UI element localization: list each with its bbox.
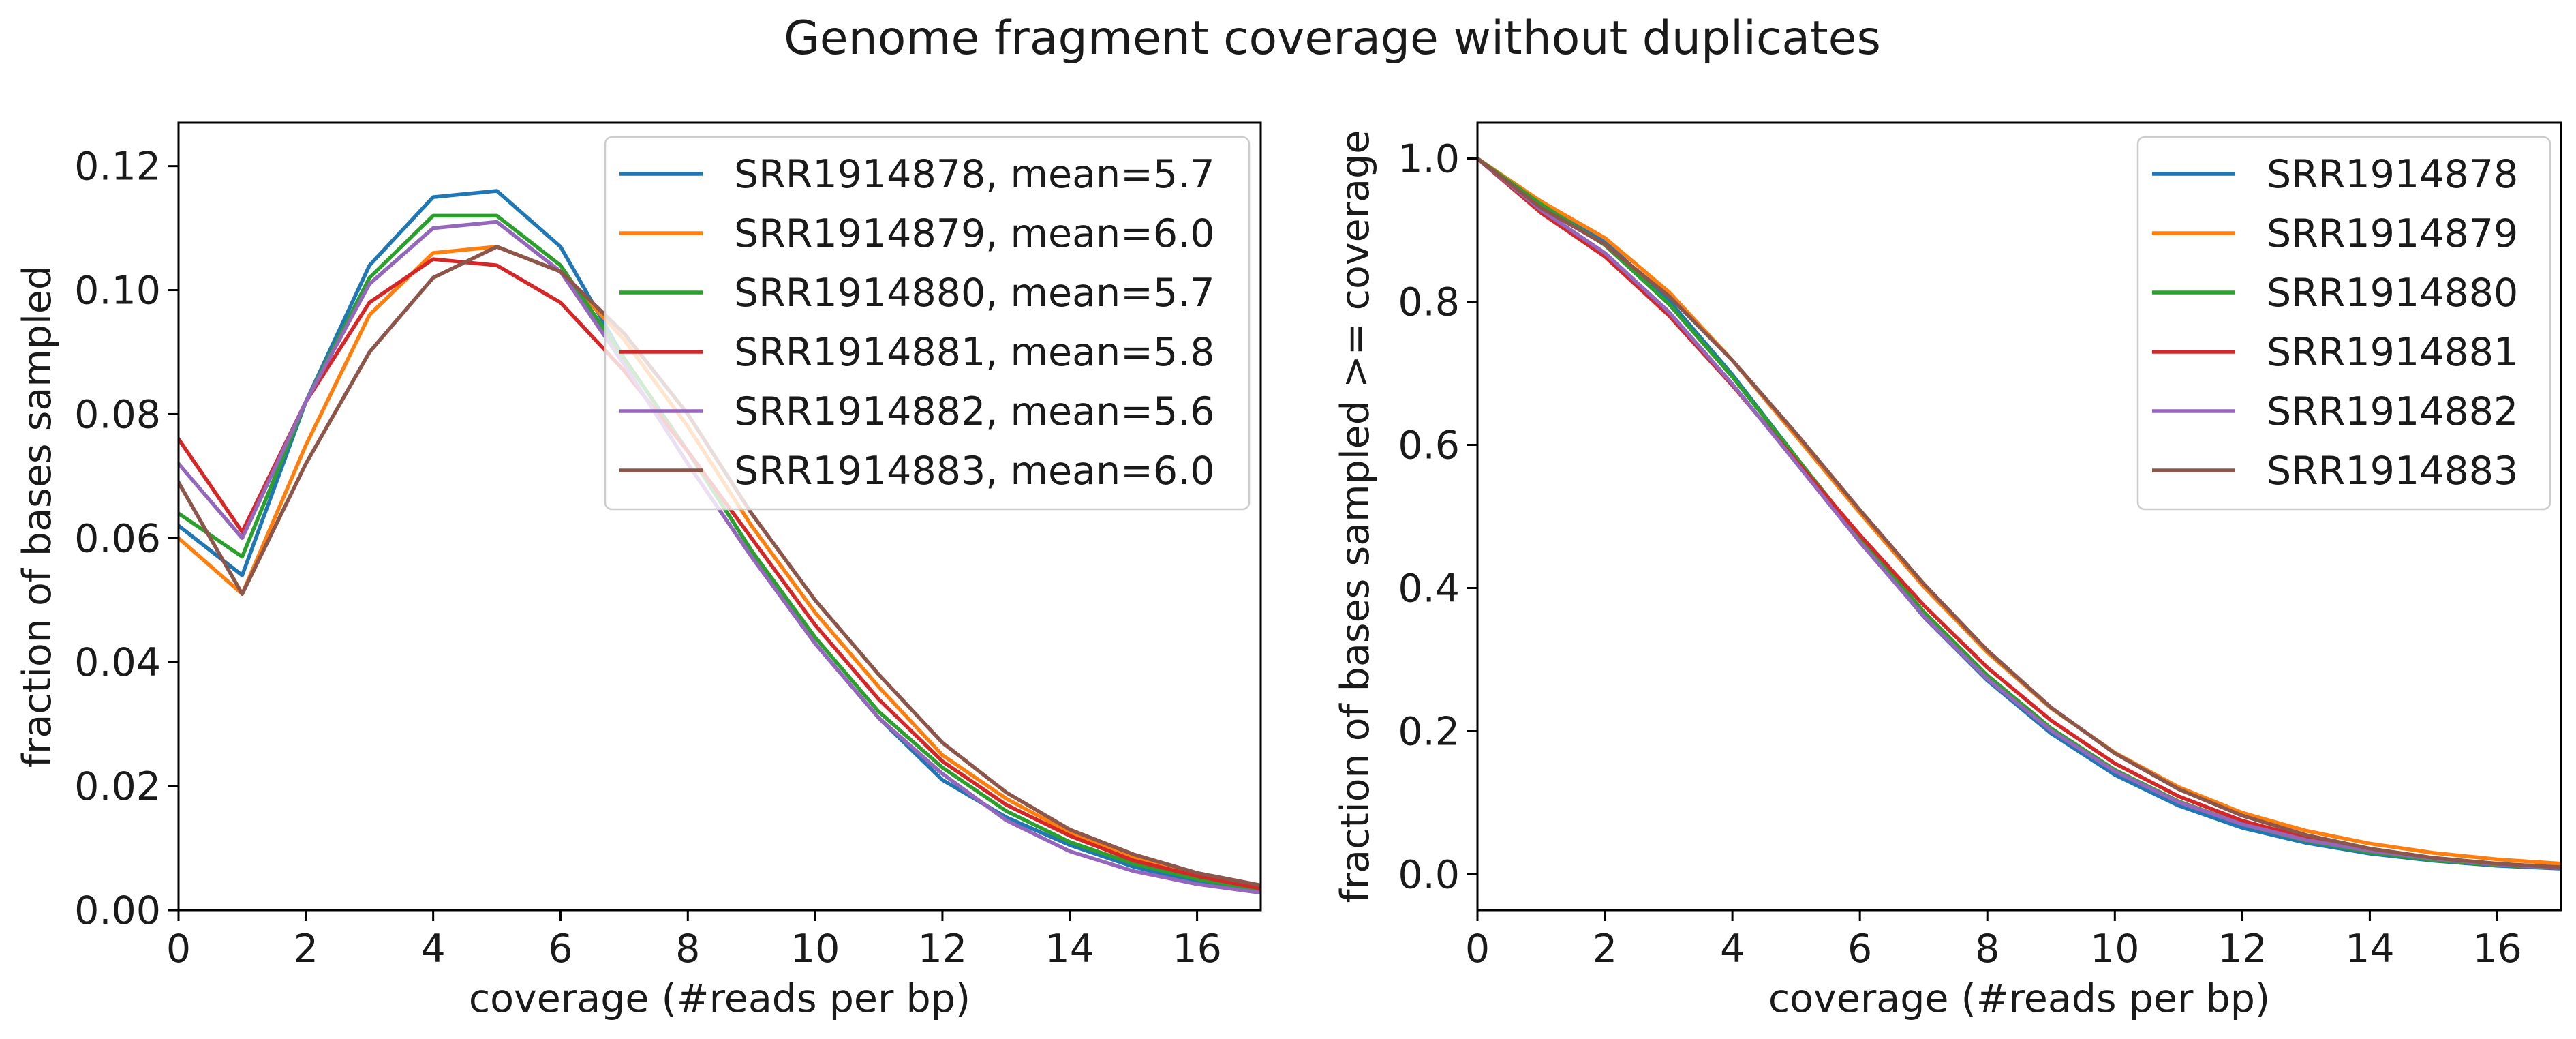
y-tick-label: 1.0	[1398, 137, 1460, 182]
legend: SRR1914878 SRR1914879 SRR1914880 SRR1914881…	[2136, 136, 2551, 511]
coverage-distribution-panel: 0 2 4 6 8 10 12 14 16 0.00 0.02 0.04 0.06 0.08 0.10 0.1…	[15, 121, 1262, 1021]
x-tick-label: 8	[1975, 927, 1999, 972]
legend-label-SRR1914881: SRR1914881, mean=5.8	[734, 330, 1215, 375]
y-axis-label: fraction of bases sampled >= coverage	[1333, 130, 1378, 903]
y-tick-label: 0.0	[1398, 853, 1460, 898]
legend-label-SRR1914879: SRR1914879	[2267, 211, 2518, 256]
y-tick-label: 0.06	[74, 516, 161, 561]
y-tick-label: 0.2	[1398, 710, 1460, 755]
x-tick-label: 10	[2090, 927, 2140, 972]
y-tick-label: 0.4	[1398, 567, 1460, 612]
series-line-SRR1914883	[1477, 156, 2561, 869]
x-tick-label: 4	[1720, 927, 1745, 972]
legend-label-SRR1914880: SRR1914880, mean=5.7	[734, 271, 1215, 316]
legend-label-SRR1914882: SRR1914882	[2267, 389, 2518, 434]
x-tick-label: 2	[1593, 927, 1617, 972]
legend-label-SRR1914883: SRR1914883, mean=6.0	[734, 449, 1215, 494]
y-tick-label: 0.08	[74, 392, 161, 437]
x-tick-label: 6	[1847, 927, 1872, 972]
figure-title: Genome fragment coverage without duplica…	[784, 12, 1881, 65]
x-tick-label: 14	[2345, 927, 2395, 972]
x-tick-label: 16	[2472, 927, 2522, 972]
legend-label-SRR1914878: SRR1914878, mean=5.7	[734, 152, 1215, 197]
x-axis-label: coverage (#reads per bp)	[469, 976, 970, 1021]
cumulative-coverage-panel: 0 2 4 6 8 10 12 14 16 0.0 0.2 0.4 0.6 0.8 1.0 coverage …	[1333, 121, 2562, 1021]
x-tick-label: 2	[294, 927, 318, 972]
x-tick-label: 0	[166, 927, 191, 972]
x-tick-label: 10	[791, 927, 840, 972]
x-tick-label: 6	[548, 927, 572, 972]
series-line-SRR1914882	[179, 220, 1261, 895]
legend-box	[2136, 136, 2551, 511]
x-tick-label: 14	[1045, 927, 1094, 972]
x-axis-label: coverage (#reads per bp)	[1768, 976, 2270, 1021]
legend-box	[604, 136, 1251, 511]
x-tick-label: 16	[1172, 927, 1222, 972]
x-tick-label: 8	[675, 927, 700, 972]
y-tick-label: 0.12	[74, 145, 161, 190]
y-axis-label: fraction of bases sampled	[15, 265, 60, 768]
y-tick-label: 0.02	[74, 764, 161, 809]
y-tick-label: 0.6	[1398, 423, 1460, 468]
legend-label-SRR1914879: SRR1914879, mean=6.0	[734, 211, 1215, 256]
series-lines	[1477, 155, 2561, 871]
plot-frame	[177, 121, 1262, 912]
x-tick-label: 12	[2218, 927, 2267, 972]
y-tick-label: 0.10	[74, 269, 161, 314]
y-tick-label: 0.8	[1398, 280, 1460, 325]
legend: SRR1914878, mean=5.7 SRR1914879, mean=6.0…	[604, 136, 1251, 511]
legend-label-SRR1914878: SRR1914878	[2267, 152, 2518, 197]
y-tick-label: 0.00	[74, 888, 161, 933]
y-tick-label: 0.04	[74, 640, 161, 685]
legend-label-SRR1914881: SRR1914881	[2267, 330, 2518, 375]
x-tick-label: 4	[421, 927, 446, 972]
x-tick-label: 0	[1465, 927, 1490, 972]
legend-label-SRR1914880: SRR1914880	[2267, 271, 2518, 316]
plot-frame	[1476, 121, 2562, 912]
legend-label-SRR1914883: SRR1914883	[2267, 449, 2518, 494]
legend-label-SRR1914882: SRR1914882, mean=5.6	[734, 389, 1215, 434]
x-tick-label: 12	[918, 927, 968, 972]
